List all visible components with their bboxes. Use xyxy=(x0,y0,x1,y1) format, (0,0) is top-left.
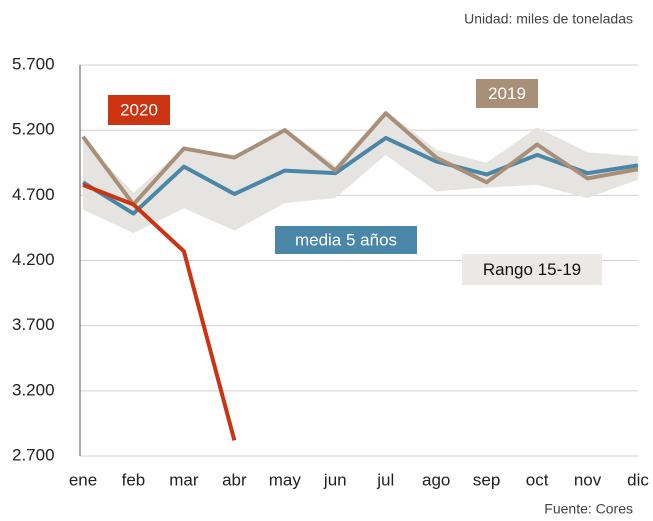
x-tick-label: feb xyxy=(122,470,146,489)
y-tick-label: 4.200 xyxy=(12,250,55,269)
series-line xyxy=(82,183,237,441)
x-tick-label: mar xyxy=(169,470,199,489)
y-tick-label: 3.200 xyxy=(12,380,55,399)
chart-subtitle: Unidad: miles de toneladas xyxy=(464,11,633,27)
x-tick-label: dic xyxy=(627,470,649,489)
legend-box xyxy=(462,254,602,285)
legend-box xyxy=(275,226,417,254)
x-tick-label: ago xyxy=(422,470,450,489)
x-tick-label: ene xyxy=(69,470,97,489)
x-tick-label: abr xyxy=(222,470,247,489)
legend-label: 2020 xyxy=(120,100,158,119)
legend-label: media 5 años xyxy=(295,230,397,249)
y-tick-label: 2.700 xyxy=(12,445,55,464)
x-tick-label: sep xyxy=(473,470,500,489)
series-line xyxy=(81,135,639,216)
series-line xyxy=(81,111,639,207)
legend-box xyxy=(108,95,170,125)
y-tick-label: 4.700 xyxy=(12,185,55,204)
x-tick-label: may xyxy=(269,470,302,489)
x-tick-label: nov xyxy=(574,470,602,489)
legend-label: Rango 15-19 xyxy=(483,260,581,279)
range-band xyxy=(83,110,638,234)
x-tick-label: jun xyxy=(323,470,347,489)
legend-label: 2019 xyxy=(488,84,526,103)
y-tick-label: 5.700 xyxy=(12,54,55,73)
x-tick-label: jul xyxy=(376,470,394,489)
y-tick-label: 5.200 xyxy=(12,120,55,139)
chart-source: Fuente: Cores xyxy=(544,501,633,517)
x-tick-label: oct xyxy=(526,470,549,489)
y-tick-label: 3.700 xyxy=(12,315,55,334)
legend-box xyxy=(476,79,538,108)
